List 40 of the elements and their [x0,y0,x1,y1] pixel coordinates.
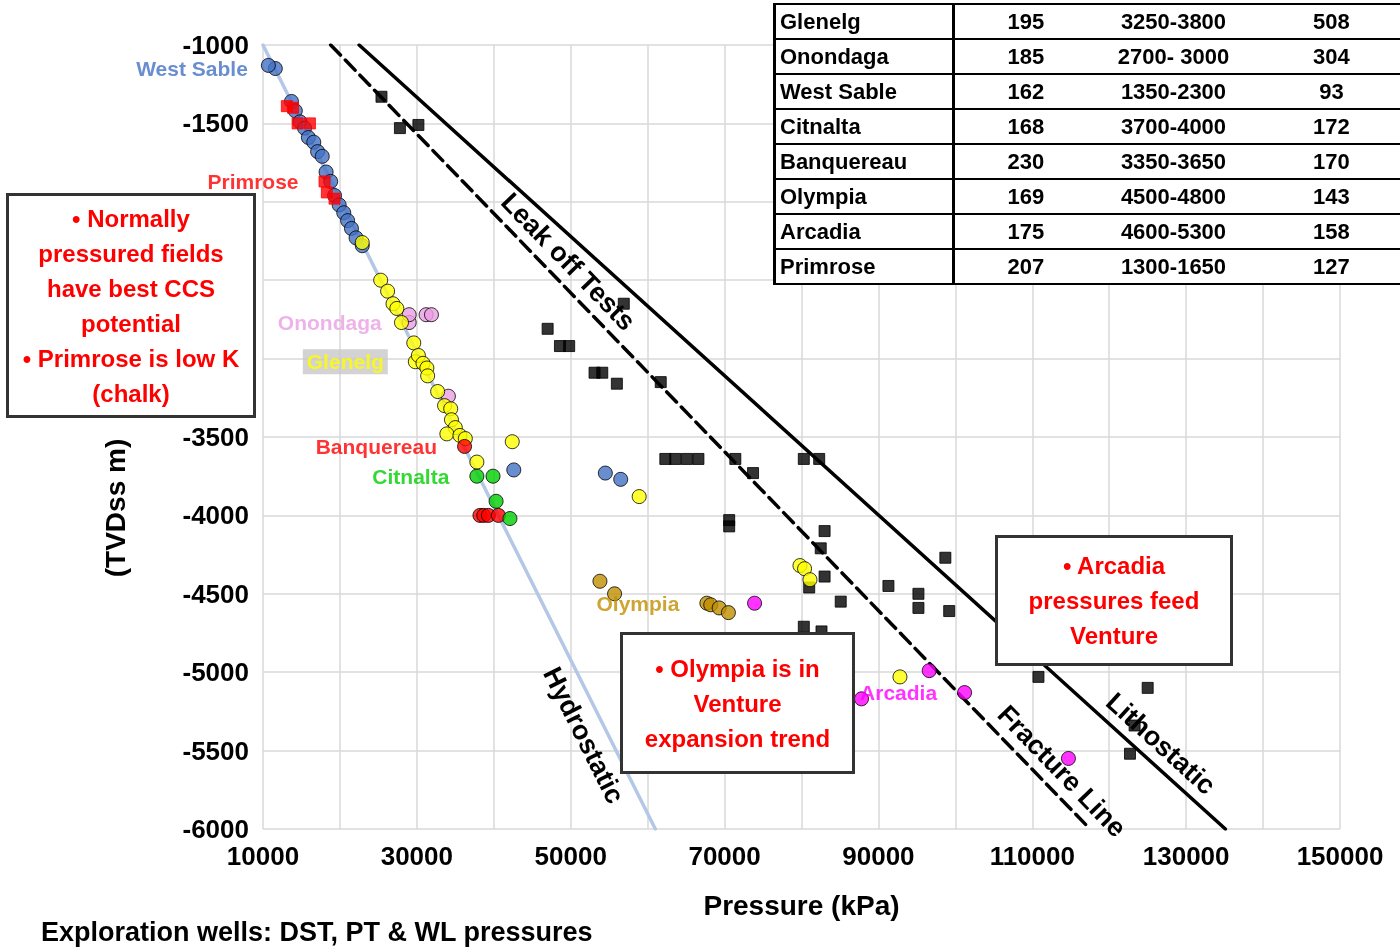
x-tick-label: 150000 [1296,841,1384,871]
x-tick-label: 50000 [534,841,607,871]
series-label: Olympia [596,591,680,615]
text: Banquereau 230 3350-3650 170 [780,148,1350,174]
text: Primrose 207 1300-1650 127 [780,253,1350,279]
y-tick-label: -1000 [182,30,249,60]
x-tick-label: 10000 [226,841,300,871]
y-tick-label: -5500 [182,735,249,766]
text: Arcadia 175 4600-5300 158 [780,218,1350,244]
y-tick-label: -5000 [182,657,249,688]
text: Exploration wells: DST, PT & WL pressures [41,916,593,947]
series-label: Onondaga [277,311,382,335]
text: Olympia 169 4500-4800 143 [780,183,1350,209]
annotation: • Olympia is in Venture expansion trend [643,653,832,754]
series-label: Banquereau [315,434,438,458]
y-tick-label: -3500 [182,422,249,452]
x-tick-label: 70000 [688,841,761,871]
series-label: West Sable [136,57,248,81]
text: Glenelg 195 3250-3800 508 [780,8,1350,34]
x-tick-label: 30000 [380,841,454,871]
note-box: • Olympia is in Venture expansion trend [620,632,855,774]
note-box: • Arcadia pressures feed Venture [995,535,1233,666]
text: Citnalta 168 3700-4000 172 [780,113,1350,139]
text: Onondaga 185 2700- 3000 304 [780,43,1350,69]
series-label: Glenelg [306,350,384,374]
series-label: Primrose [207,169,299,193]
x-tick-label: 90000 [842,841,915,871]
y-axis-title: (TVDss m) [100,438,132,578]
series-label: Arcadia [860,681,938,705]
x-axis-title: Pressure (kPa) [703,889,900,921]
annotation: • Arcadia pressures feed Venture [1027,551,1201,651]
y-tick-label: -1500 [182,108,249,139]
x-tick-label: 130000 [1142,841,1230,871]
series-label: Citnalta [372,464,450,488]
text: West Sable 162 1350-2300 93 [780,78,1344,104]
y-tick-label: -6000 [182,814,249,844]
y-tick-label: -4000 [182,500,249,531]
x-tick-label: 110000 [989,841,1075,871]
y-tick-label: -4500 [182,578,249,609]
note-box: • Normally pressured fields have best CCS potential • Primrose is low K (chalk) [6,193,256,418]
